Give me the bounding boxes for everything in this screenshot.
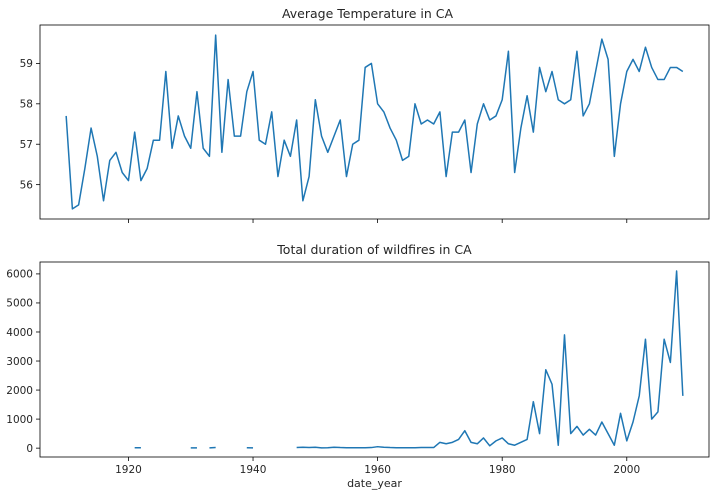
top-y-tick-label: 56: [20, 179, 34, 191]
bottom-y-tick-label: 2000: [6, 385, 33, 397]
bottom-y-tick-label: 4000: [6, 327, 33, 339]
bottom-y-tick-label: 0: [26, 443, 33, 455]
top-chart: Average Temperature in CA 56 57 58 59: [20, 6, 710, 223]
bottom-y-tick-label: 1000: [6, 414, 33, 426]
bottom-x-tick-label: 1940: [240, 464, 267, 476]
bottom-plot-frame: [39, 261, 710, 458]
wildfire-duration-series-line: [134, 270, 684, 449]
bottom-y-tick-label: 6000: [6, 269, 33, 281]
bottom-chart-title: Total duration of wildfires in CA: [276, 242, 472, 257]
bottom-x-tick-label: 2000: [613, 464, 640, 476]
bottom-chart: Total duration of wildfires in CA 1920 19…: [6, 242, 710, 490]
bottom-x-tick-label: 1960: [364, 464, 391, 476]
top-axis-ticks: 56 57 58 59: [20, 58, 628, 223]
top-y-tick-label: 59: [20, 58, 33, 70]
temperature-series-line: [65, 34, 684, 210]
bottom-x-tick-label: 1980: [489, 464, 516, 476]
bottom-y-tick-label: 3000: [6, 356, 33, 368]
top-chart-title: Average Temperature in CA: [282, 6, 454, 21]
bottom-y-tick-label: 5000: [6, 298, 33, 310]
top-y-tick-label: 58: [20, 99, 33, 111]
top-y-tick-label: 57: [20, 139, 33, 151]
top-plot-frame: [39, 24, 710, 220]
bottom-x-tick-label: 1920: [115, 464, 142, 476]
bottom-x-axis-label: date_year: [347, 477, 402, 490]
bottom-axis-ticks: 1920 1940 1960 1980 2000 0 1000 2000 3000 4000 500…: [6, 269, 640, 476]
